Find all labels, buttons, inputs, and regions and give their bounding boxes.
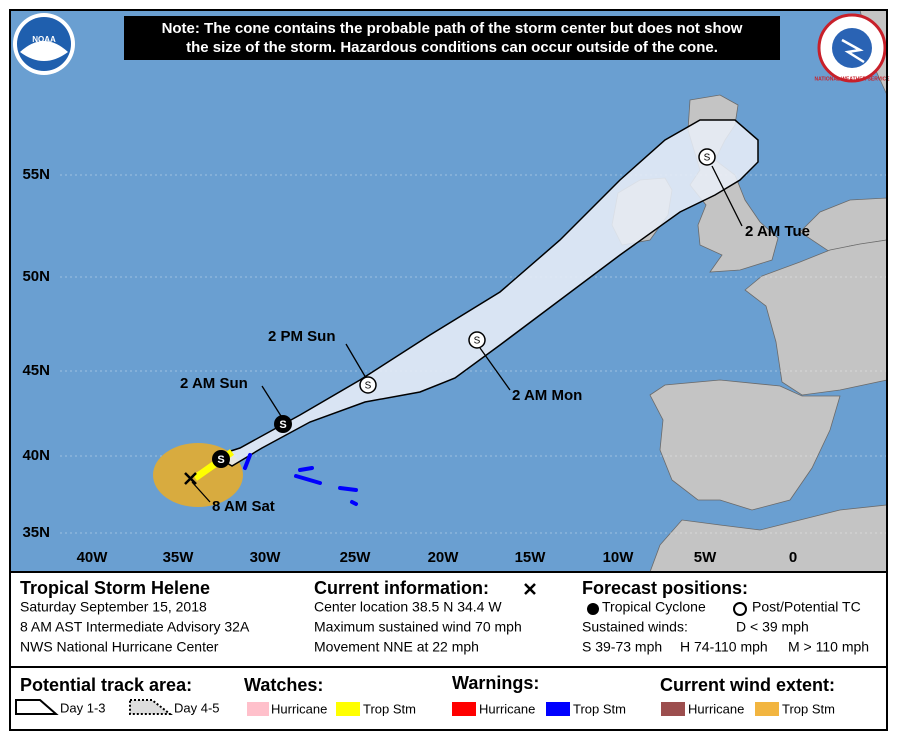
nws-logo: NATIONAL WEATHER SERVICE	[815, 13, 891, 83]
legend-title: Watches:	[244, 675, 323, 695]
trop-stm-warnings	[243, 453, 358, 506]
tc-point	[274, 415, 292, 433]
info-line: Movement NNE at 22 mph	[314, 639, 479, 655]
lon-label: 25W	[340, 549, 372, 566]
legend-text: Hurricane	[688, 701, 744, 716]
lat-label: 40N	[22, 447, 50, 464]
note-line: Note: The cone contains the probable pat…	[162, 20, 743, 37]
point-label: 2 AM Mon	[512, 387, 582, 404]
lon-label: 5W	[694, 549, 717, 566]
point-label: 2 AM Sun	[180, 375, 248, 392]
current-symbol	[524, 583, 536, 595]
logo-text: NOAA	[32, 35, 56, 44]
legend-text: Day 4-5	[174, 700, 220, 715]
storm-name: Tropical Storm Helene	[20, 578, 210, 598]
watch-hurricane-swatch	[247, 702, 269, 716]
forecast-text: Tropical Cyclone	[602, 599, 706, 615]
forecast-text: H 74-110 mph	[680, 639, 768, 655]
warning-segment	[243, 453, 252, 470]
leader-line	[345, 343, 367, 379]
current-title: Current information:	[314, 578, 489, 598]
point-label: 2 AM Tue	[745, 223, 810, 240]
wind-hurricane-swatch	[661, 702, 685, 716]
forecast-title: Forecast positions:	[582, 578, 748, 598]
wind-trop-swatch	[755, 702, 779, 716]
lon-label: 35W	[163, 549, 195, 566]
legend-panel: Tropical Storm Helene Saturday September…	[9, 571, 888, 731]
forecast-text: Post/Potential TC	[752, 599, 861, 615]
post-tc-point	[698, 148, 716, 166]
legend-text: Hurricane	[271, 701, 327, 716]
note-box	[124, 16, 780, 60]
day45-swatch	[129, 699, 173, 715]
info-line: Saturday September 15, 2018	[20, 599, 207, 615]
warning-trop-swatch	[546, 702, 570, 716]
point-label: 8 AM Sat	[212, 498, 275, 515]
warning-segment	[294, 474, 322, 485]
info-line: 8 AM AST Intermediate Advisory 32A	[20, 619, 250, 635]
legend-text: Hurricane	[479, 701, 535, 716]
legend-title: Current wind extent:	[660, 675, 835, 695]
post-tc-point	[468, 331, 486, 349]
iberia	[649, 379, 841, 511]
post-tc-symbol	[733, 602, 747, 616]
lat-label: 45N	[22, 362, 50, 379]
logo-text: NATIONAL WEATHER SERVICE	[815, 76, 891, 82]
lon-label: 40W	[77, 549, 109, 566]
label-leaders	[191, 165, 743, 503]
warning-segment	[298, 466, 314, 472]
leader-line	[261, 385, 282, 417]
forecast-text: M > 110 mph	[788, 639, 869, 655]
watch-trop-swatch	[336, 702, 360, 716]
legend-text: Trop Stm	[363, 701, 416, 716]
warning-segment	[350, 500, 358, 506]
leader-line	[479, 347, 511, 391]
leader-line	[191, 481, 211, 503]
point-symbol: S	[704, 153, 711, 164]
point-symbol: S	[217, 454, 224, 466]
post-tc-point	[359, 376, 377, 394]
lon-label: 0	[789, 549, 797, 566]
point-symbol: S	[365, 381, 372, 392]
legend-text: Day 1-3	[60, 700, 106, 715]
logo-bolt	[841, 38, 865, 64]
warning-segment	[338, 486, 358, 492]
point-symbol: S	[279, 419, 286, 431]
current-position	[184, 472, 197, 485]
lat-label: 35N	[22, 524, 50, 541]
logo-gull	[20, 41, 68, 61]
info-line: Center location 38.5 N 34.4 W	[314, 599, 502, 615]
legend-title: Potential track area:	[20, 675, 192, 695]
point-symbol: S	[474, 336, 481, 347]
info-line: Maximum sustained wind 70 mph	[314, 619, 522, 635]
lon-label: 10W	[603, 549, 635, 566]
forecast-points: S S S S S	[184, 148, 716, 485]
legend-title: Warnings:	[452, 673, 539, 693]
lon-label: 20W	[428, 549, 460, 566]
note-line: the size of the storm. Hazardous conditi…	[186, 39, 718, 56]
forecast-text: S 39-73 mph	[582, 639, 662, 655]
forecast-text: D < 39 mph	[736, 619, 809, 635]
warning-hurricane-swatch	[452, 702, 476, 716]
forecast-cone	[213, 119, 759, 467]
legend-text: Trop Stm	[782, 701, 835, 716]
lon-label: 30W	[250, 549, 282, 566]
lat-label: 55N	[22, 166, 50, 183]
noaa-logo: NOAA	[13, 13, 75, 75]
day13-swatch	[15, 699, 59, 715]
forecast-text: Sustained winds:	[582, 619, 688, 635]
lat-label: 50N	[22, 268, 50, 285]
info-line: NWS National Hurricane Center	[20, 639, 219, 655]
tc-point	[212, 450, 230, 468]
leader-line	[711, 165, 743, 227]
lon-label: 15W	[515, 549, 547, 566]
logo-inner	[832, 28, 872, 68]
map: S S S S S 2 AM Tue 2 PM Sun 2 AM Sun 2 A…	[9, 9, 891, 573]
tc-symbol	[587, 603, 599, 615]
point-label: 2 PM Sun	[268, 328, 336, 345]
legend-text: Trop Stm	[573, 701, 626, 716]
coordinate-labels: 55N 50N 45N 40N 35N 40W 35W 30W 25W 20W 15W 10W 5W 0	[22, 166, 797, 566]
